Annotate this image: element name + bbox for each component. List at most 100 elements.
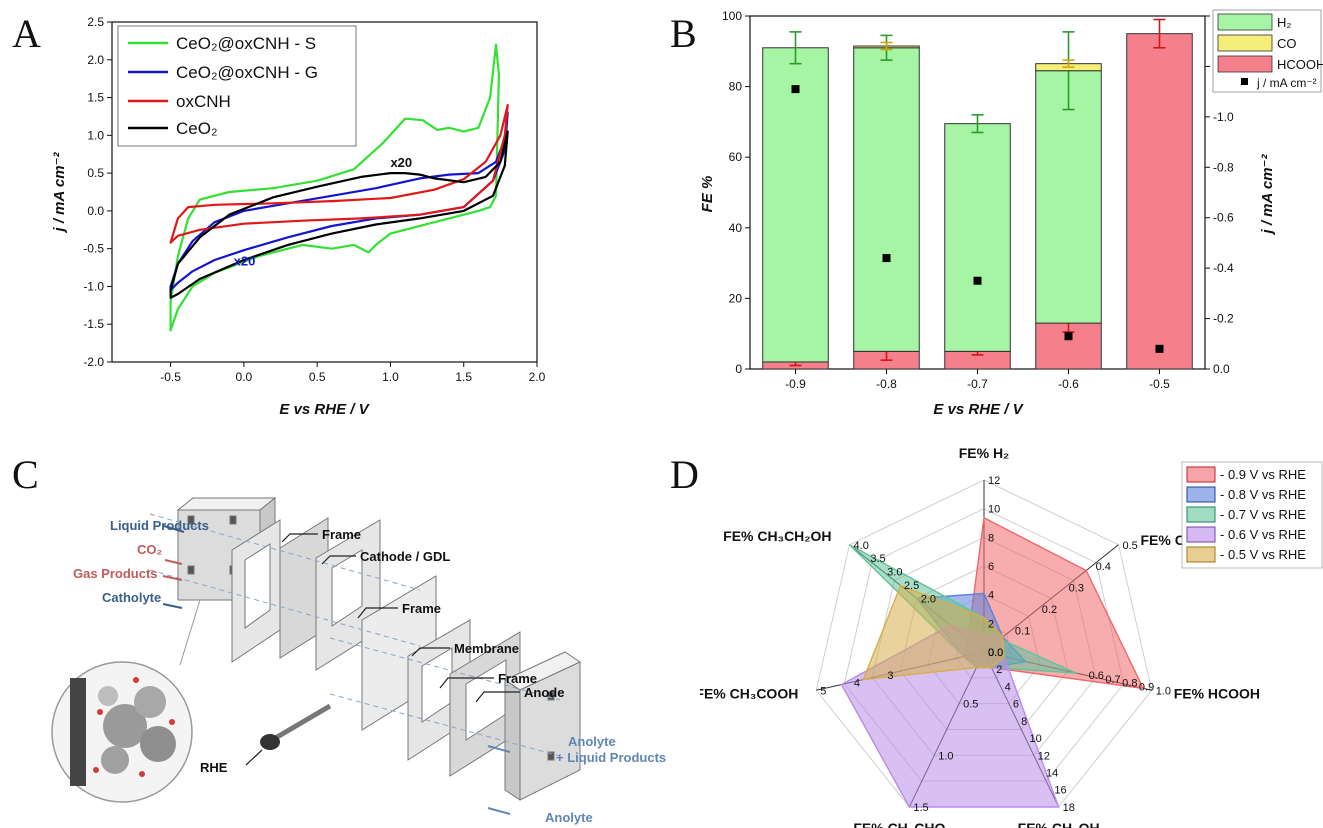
y-tick-label: -1.0 [83,279,104,293]
label-rhe: RHE [200,760,228,775]
y-tick-label: 1.5 [87,91,104,105]
radar-tick-label: 16 [1054,785,1066,797]
flow-guides [149,513,561,757]
y2-tick-label: -0.8 [1213,160,1234,174]
cv-curve-3 [169,130,509,299]
radar-tick-label: 4.0 [854,540,869,552]
cv-curve-2 [169,104,509,244]
legend-swatch-hcooh [1217,55,1273,73]
current-density-point [1064,332,1073,341]
legend-label-h2: H₂ [1277,15,1291,30]
legend-label-oxcnh: oxCNH [176,92,231,111]
nanostructure-inset [51,661,193,803]
radar-tick-label: 0.4 [1096,561,1111,573]
radar-tick-label: 0.5 [963,699,978,711]
radar-axis-label: FE% CH₃COOH [700,685,798,701]
radar-tick-label: 18 [1063,802,1075,814]
legend-swatch-j [1241,78,1248,85]
radar-tick-label: 12 [988,475,1000,487]
radar-tick-label: 1.0 [938,750,953,762]
flow-cell-diagram: Liquid Products CO₂ Gas Products Catholy… [51,496,666,825]
radar-tick-label: 3 [887,670,893,682]
cathode-block-top [176,497,277,511]
cv-chart: -0.5 0.0 0.5 1.0 1.5 2.0 -2.0 -1.5 -1.0 -0.5 0.0 0… [51,15,546,418]
y-tick-label: -0.5 [83,242,104,256]
y2-tick-label: -0.2 [1213,312,1234,326]
x-tick-label: -0.8 [876,377,897,391]
y-tick-label: 1.0 [87,128,104,142]
label-frame-1: Frame [322,527,361,542]
y-tick-label: 2.5 [87,15,104,29]
anode-block-side [504,679,521,801]
radar-tick-label: 0.5 [1122,540,1137,552]
radar-axis-label: FE% CH₃CH₂OH [723,528,831,544]
radar-tick-label: 0.1 [1015,626,1030,638]
y-tick-label: 80 [729,80,743,94]
inset-connector [179,599,201,666]
y-tick-label: 0 [735,362,742,376]
y-axis-label: j / mA cm⁻² [51,151,68,233]
y2-axis-label: j / mA cm⁻² [1259,153,1276,235]
rhe-electrode [260,703,332,750]
x-axis-label: E vs RHE / V [933,401,1024,418]
radar-tick-label: 0.7 [1105,674,1120,686]
bar-segment-1 [853,47,920,352]
legend-swatch-08 [1186,486,1216,503]
legend-label-ceo2: CeO₂ [176,119,218,138]
x-tick-label: -0.7 [967,377,988,391]
radar-tick-label: 0.0 [988,647,1003,659]
x-axis-label: E vs RHE / V [279,401,370,418]
y2-tick-label: -0.4 [1213,261,1234,275]
y-tick-label: 60 [729,150,743,164]
port [187,515,195,525]
radar-tick-label: 0.2 [1042,604,1057,616]
radar-tick-label: 0.6 [1089,670,1104,682]
fe-bar-chart: -0.9 -0.8 -0.7 -0.6 -0.5 0 20 40 60 80 100 0.0 -0.… [699,9,1323,418]
x-tick-label: 1.5 [455,370,472,384]
radar-series-4 [862,584,1005,681]
y-axis-label: FE % [699,176,716,213]
y-tick-label: -2.0 [83,355,104,369]
legend-label-07: - 0.7 V vs RHE [1220,507,1306,522]
x-tick-label: 2.0 [529,370,546,384]
annotation-x20-black: x20 [390,155,412,170]
x-tick-label: 0.5 [309,370,326,384]
current-density-point [1155,344,1164,353]
cv-curve-0 [169,43,500,332]
legend-label-co: CO [1277,36,1297,51]
legend: - 0.9 V vs RHE - 0.8 V vs RHE - 0.7 V vs… [1181,461,1323,569]
label-liquid-products: Liquid Products [110,518,209,533]
frame-window-1 [244,543,271,629]
x-tick-label: -0.5 [1149,377,1170,391]
legend-label-06: - 0.6 V vs RHE [1220,527,1306,542]
current-density-point [973,276,982,285]
label-frame-2: Frame [402,601,441,616]
leader-lines [245,533,520,766]
radar-tick-label: 3.5 [870,553,885,565]
radar-tick-label: 0 [988,647,994,659]
radar-tick-label: 4 [1005,681,1011,693]
legend-swatch-09 [1186,466,1216,483]
label-membrane: Membrane [454,641,519,656]
legend-label-05: - 0.5 V vs RHE [1220,547,1306,562]
panel-label-d: D [670,452,699,497]
label-plus-liquid-products: + Liquid Products [556,750,666,765]
legend-label-g: CeO₂@oxCNH - G [176,63,318,82]
x-tick-label: -0.5 [160,370,181,384]
bar-segment-1 [762,47,829,363]
radar-tick-label: 1.0 [1156,685,1171,697]
y2-tick-label: -1.0 [1213,110,1234,124]
radar-tick-label: 0.3 [1069,583,1084,595]
label-catholyte: Catholyte [102,590,161,605]
radar-axis-label: FE% H₂ [959,445,1010,461]
y-tick-label: 2.0 [87,53,104,67]
legend-label-s: CeO₂@oxCNH - S [176,34,316,53]
x-tick-label: 1.0 [382,370,399,384]
y2-tick-label: 0.0 [1213,362,1230,376]
anode-block [519,661,581,801]
y-tick-label: 40 [729,221,743,235]
label-gas-products: Gas Products [73,566,158,581]
x-tick-label: -0.6 [1058,377,1079,391]
radar-tick-label: 6 [988,561,994,573]
panel-label-b: B [670,11,697,56]
